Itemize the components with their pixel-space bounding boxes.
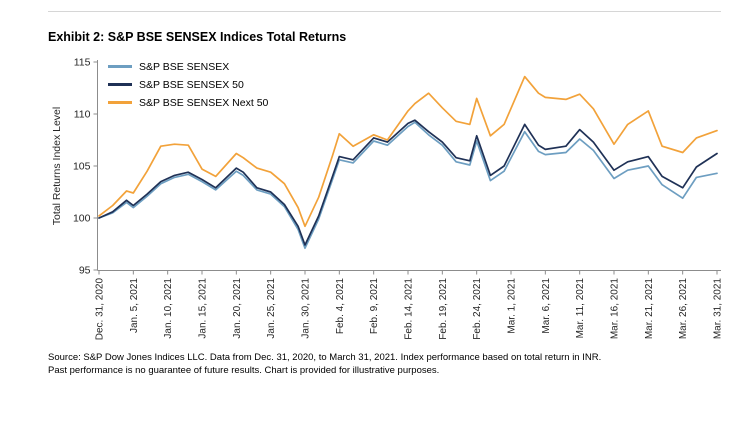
legend-swatch-sensex [108,65,132,68]
x-tick-label: Mar. 1, 2021 [507,278,518,334]
y-tick-label: 110 [74,109,91,121]
legend-label-sensex: S&P BSE SENSEX [139,60,230,73]
x-tick-label: Feb. 9, 2021 [369,278,380,335]
legend-swatch-sensex-50 [108,83,132,86]
chart-title: Exhibit 2: S&P BSE SENSEX Indices Total … [48,30,347,44]
x-tick-label: Mar. 11, 2021 [575,278,586,339]
chart-legend: S&P BSE SENSEX S&P BSE SENSEX 50 S&P BSE… [108,60,268,109]
chart-line-s-p-bse-sensex-50 [98,119,718,246]
x-tick-label: Jan. 20, 2021 [232,278,243,339]
top-divider [48,11,721,12]
y-tick-label: 115 [74,57,91,69]
legend-item-sensex-next-50: S&P BSE SENSEX Next 50 [108,96,268,109]
legend-label-sensex-next-50: S&P BSE SENSEX Next 50 [139,96,269,109]
legend-item-sensex: S&P BSE SENSEX [108,60,268,73]
source-line-2: Past performance is no guarantee of futu… [48,365,440,376]
x-tick-label: Jan. 10, 2021 [163,278,174,339]
x-tick-label: Feb. 19, 2021 [438,278,449,340]
y-axis-title: Total Returns Index Level [51,107,63,225]
x-tick-label: Mar. 21, 2021 [644,278,655,340]
legend-label-sensex-50: S&P BSE SENSEX 50 [139,78,244,91]
x-tick-label: Jan. 5, 2021 [129,278,140,333]
chart-line-s-p-bse-sensex-next-50 [98,75,718,228]
y-tick-label: 95 [79,265,91,277]
x-tick-label: Feb. 14, 2021 [404,278,415,340]
legend-swatch-sensex-next-50 [108,101,132,104]
x-tick-label: Mar. 31, 2021 [713,278,724,340]
x-tick-label: Jan. 30, 2021 [301,278,312,339]
legend-item-sensex-50: S&P BSE SENSEX 50 [108,78,268,91]
source-note: Source: S&P Dow Jones Indices LLC. Data … [48,351,601,377]
x-tick-label: Feb. 24, 2021 [472,278,483,340]
chart-line-s-p-bse-sensex [98,121,718,250]
x-tick-label: Mar. 6, 2021 [541,278,552,334]
y-tick-label: 100 [73,213,91,225]
x-tick-label: Mar. 16, 2021 [610,278,621,340]
x-tick-label: Jan. 25, 2021 [266,278,277,339]
y-tick-label: 105 [73,161,91,173]
x-tick-label: Jan. 15, 2021 [198,278,209,339]
x-tick-label: Feb. 4, 2021 [335,278,346,335]
x-tick-label: Dec. 31, 2020 [95,278,106,341]
source-line-1: Source: S&P Dow Jones Indices LLC. Data … [48,352,602,363]
x-tick-label: Mar. 26, 2021 [678,278,689,340]
